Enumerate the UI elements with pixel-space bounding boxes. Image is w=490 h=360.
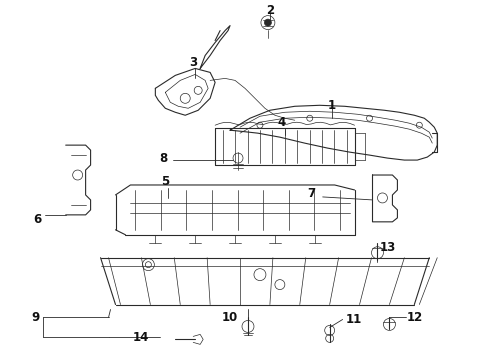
- Text: 5: 5: [161, 175, 170, 189]
- Text: 14: 14: [132, 331, 148, 344]
- Text: 12: 12: [406, 311, 422, 324]
- Text: 13: 13: [379, 241, 395, 254]
- Text: 11: 11: [345, 313, 362, 326]
- Text: 6: 6: [34, 213, 42, 226]
- Circle shape: [265, 19, 271, 26]
- Text: 8: 8: [159, 152, 168, 165]
- Text: 7: 7: [308, 188, 316, 201]
- Text: 10: 10: [222, 311, 238, 324]
- Text: 9: 9: [32, 311, 40, 324]
- Text: 2: 2: [266, 4, 274, 17]
- Text: 1: 1: [328, 99, 336, 112]
- Text: 3: 3: [189, 56, 197, 69]
- Text: 4: 4: [278, 116, 286, 129]
